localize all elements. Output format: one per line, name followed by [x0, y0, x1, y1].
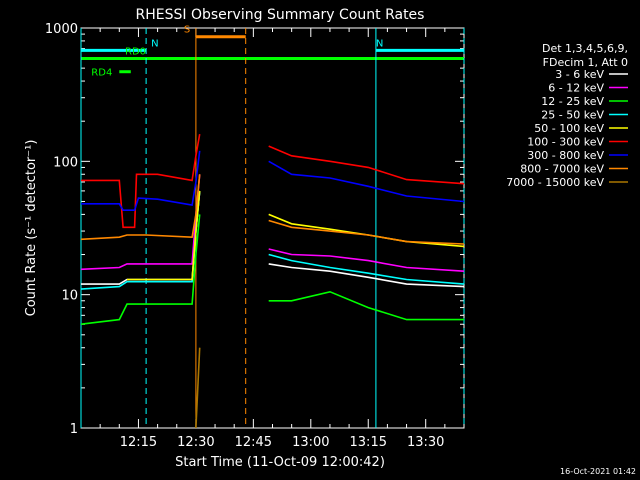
series-line: [268, 219, 465, 245]
y-tick-label: 100: [53, 155, 78, 170]
legend-entry-label: 3 - 6 keV: [555, 68, 604, 81]
y-tick-label: 1: [70, 422, 78, 437]
series-line: [268, 263, 465, 288]
legend-entry-label: 100 - 300 keV: [527, 136, 604, 149]
series-line: [268, 160, 465, 203]
annotation-label: N: [151, 38, 158, 49]
series-line: [81, 150, 201, 211]
footer-date: 16-Oct-2021 01:42: [560, 467, 636, 476]
x-tick-label: 12:15: [120, 435, 157, 450]
annotation-label: RD0: [125, 47, 146, 58]
legend-entry-label: 50 - 100 keV: [534, 122, 604, 135]
legend-entry-label: 25 - 50 keV: [541, 109, 604, 122]
series-line: [195, 347, 201, 429]
series-line: [268, 290, 464, 321]
annotation-label: N: [376, 38, 383, 49]
annotation-label: RD4: [91, 68, 112, 79]
legend-header-line-2: FDecim 1, Att 0: [543, 56, 628, 69]
x-tick-label: 13:30: [407, 435, 444, 450]
plot-area: 1 10 100 1000 12:15 12:30 12:45 13:00 13:15 13:30…: [45, 22, 465, 450]
legend-entry-label: 6 - 12 keV: [548, 82, 604, 95]
x-tick-label: 13:00: [292, 435, 329, 450]
chart-title: RHESSI Observing Summary Count Rates: [136, 7, 425, 23]
y-tick-label: 1000: [45, 22, 78, 37]
x-tick-label: 12:45: [235, 435, 272, 450]
series-line: [268, 145, 465, 185]
legend-entry-label: 7000 - 15000 keV: [506, 176, 604, 189]
legend-entry-label: 300 - 800 keV: [527, 149, 604, 162]
x-axis-label: Start Time (11-Oct-09 12:00:42): [175, 455, 385, 470]
legend: Det 1,3,4,5,6,9, FDecim 1, Att 0 3 - 6 k…: [506, 42, 628, 189]
series-line: [268, 248, 465, 272]
legend-entry-label: 800 - 7000 keV: [520, 163, 604, 176]
series-line: [80, 214, 201, 325]
y-tick-label: 10: [61, 289, 78, 304]
y-axis-label: Count Rate (s⁻¹ detector⁻¹): [24, 140, 39, 317]
series-line: [127, 190, 201, 281]
legend-entry-label: 12 - 25 keV: [541, 95, 604, 108]
legend-header-line-1: Det 1,3,4,5,6,9,: [542, 42, 628, 55]
annotation-label: S: [184, 25, 190, 36]
x-tick-label: 13:15: [350, 435, 387, 450]
series-line: [80, 174, 201, 241]
series-line: [81, 133, 201, 229]
series-line: [268, 253, 465, 285]
x-tick-label: 12:30: [177, 435, 214, 450]
